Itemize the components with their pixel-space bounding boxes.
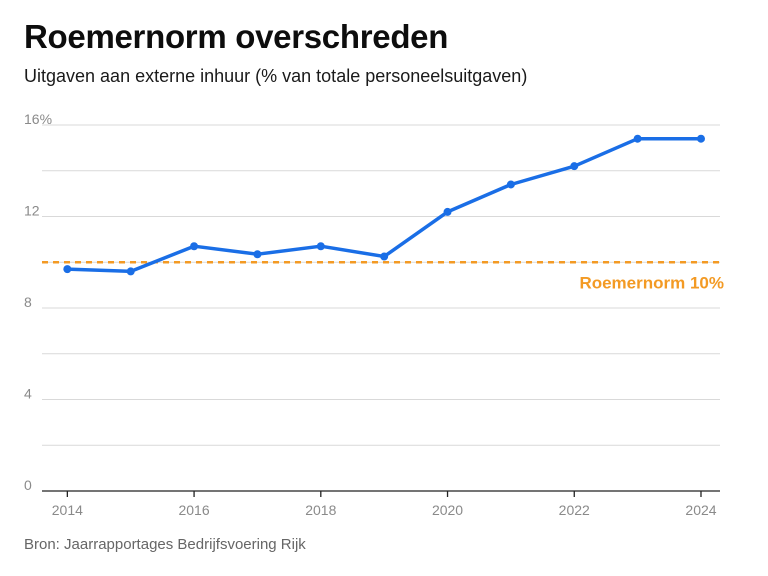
data-point [380, 252, 389, 261]
chart-subtitle: Uitgaven aan externe inhuur (% van total… [24, 66, 528, 86]
data-point [190, 242, 199, 251]
y-tick-label: 16% [24, 111, 52, 127]
data-point [696, 134, 705, 143]
x-tick-label: 2024 [685, 502, 716, 518]
data-point [316, 242, 325, 251]
reference-label: Roemernorm 10% [579, 273, 724, 292]
source-note: Bron: Jaarrapportages Bedrijfsvoering Ri… [24, 536, 306, 553]
data-point [253, 250, 262, 259]
x-axis: 2014 2016 2018 2020 2022 2024 [42, 490, 720, 518]
y-tick-label: 8 [24, 294, 32, 310]
data-point [126, 267, 135, 276]
data-point [506, 180, 515, 189]
y-tick-label: 12 [24, 203, 40, 219]
data-point [63, 265, 72, 274]
chart-title: Roemernorm overschreden [24, 18, 449, 55]
y-tick-label: 4 [24, 386, 32, 402]
y-tick-labels: 0 4 8 12 16% [24, 111, 52, 493]
data-point [570, 162, 579, 171]
x-tick-label: 2014 [52, 502, 83, 518]
y-tick-label: 0 [24, 477, 32, 493]
series-line [65, 136, 703, 274]
data-point [443, 207, 452, 216]
x-tick-label: 2020 [432, 502, 463, 518]
data-point [633, 134, 642, 143]
x-tick-label: 2018 [305, 502, 336, 518]
series-group [63, 134, 705, 276]
x-tick-label: 2022 [559, 502, 590, 518]
x-tick-label: 2016 [178, 502, 209, 518]
